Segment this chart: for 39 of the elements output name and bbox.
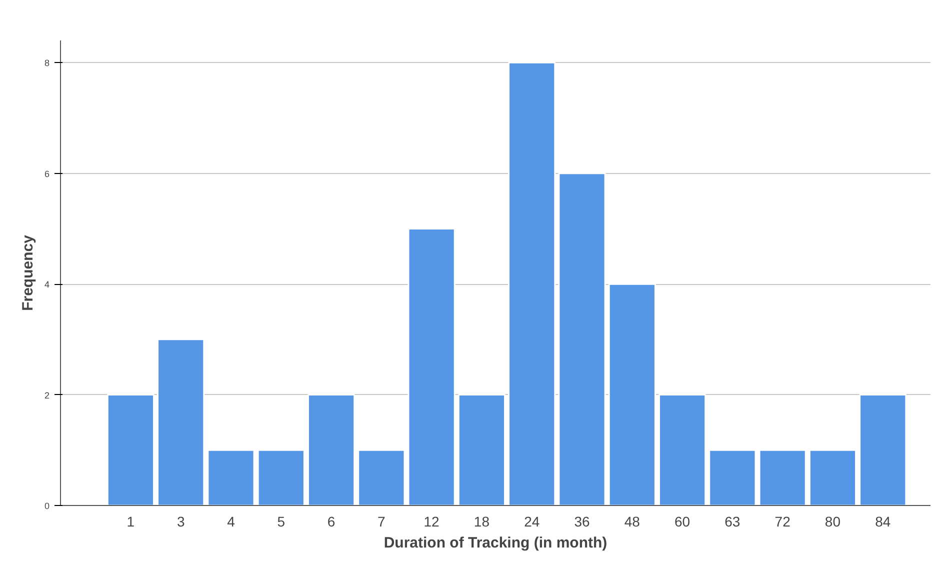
x-tick-label: 80 [824,514,841,530]
x-tick-label: 12 [424,514,440,530]
x-axis-title: Duration of Tracking (in month) [384,534,608,552]
x-tick-label: 5 [277,514,286,530]
bar [157,338,205,506]
x-tick-label: 84 [875,514,891,530]
bar [758,449,806,506]
bar [608,283,656,506]
bar [558,172,606,506]
y-axis-title: Frequency [19,234,36,311]
x-tick-label: 18 [474,514,490,530]
y-tick-label: 6 [44,168,50,179]
x-tick-label: 6 [327,514,336,530]
y-tick-label: 8 [44,58,50,68]
bar [358,449,406,506]
bar [808,449,857,506]
bar [207,449,255,506]
bar [458,394,506,506]
x-tick-label: 72 [774,514,791,530]
bar [508,62,556,506]
x-tick-label: 63 [724,514,740,530]
x-tick-label: 60 [674,514,690,530]
bar [859,394,907,506]
x-tick-label: 3 [176,514,185,530]
x-tick-label: 48 [624,514,640,530]
bar [106,394,155,506]
x-tick-label: 4 [227,514,236,530]
y-tick-label: 0 [44,501,50,511]
x-tick-label: 7 [378,514,386,530]
bar [408,228,456,506]
x-tick-label: 1 [126,514,135,530]
bar [307,394,356,506]
bar [708,449,756,506]
y-tick-label: 2 [44,390,50,400]
x-tick-label: 36 [574,514,590,530]
bar [658,394,706,506]
bar [257,449,305,506]
y-tick-label: 4 [44,280,50,290]
x-tick-label: 24 [524,514,540,530]
